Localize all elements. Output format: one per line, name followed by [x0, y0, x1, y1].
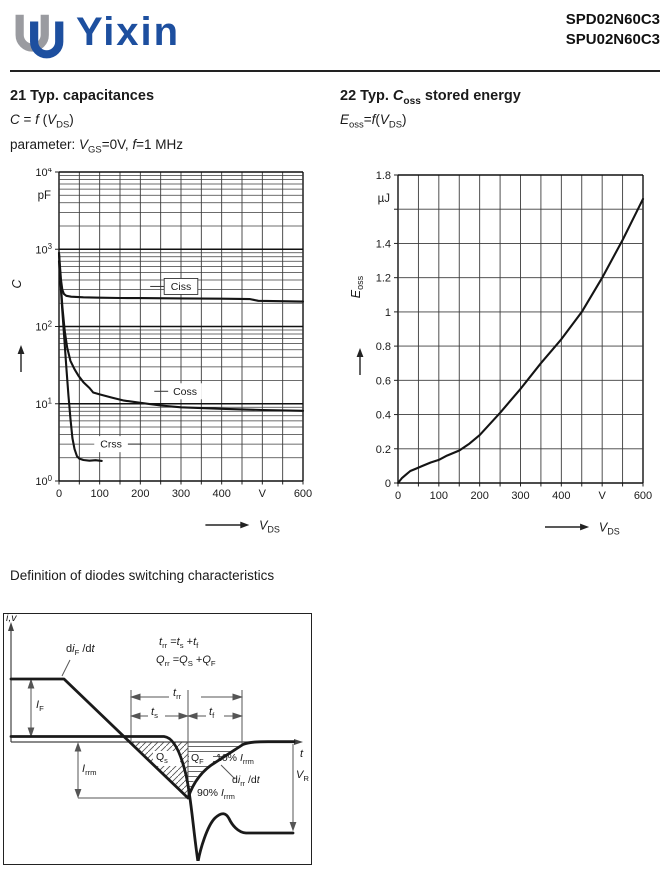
svg-text:pF: pF	[38, 190, 51, 202]
svg-text:Coss: Coss	[173, 386, 197, 398]
qs-label-mask	[153, 751, 180, 766]
svg-text:1.8: 1.8	[376, 170, 391, 182]
ninety-pct-irrm-label: 90% Irrm	[197, 787, 235, 802]
svg-text:Ciss: Ciss	[171, 281, 191, 293]
diode-definition-title: Definition of diodes switching character…	[10, 568, 275, 583]
ten-pct-irrm-label: 10% Irrm	[216, 752, 254, 767]
svg-text:0.8: 0.8	[376, 341, 391, 353]
svg-text:600: 600	[294, 488, 312, 500]
voltage-waveform	[9, 735, 295, 861]
qf-label-mask	[189, 752, 213, 766]
trr-bracket-label: trr	[173, 687, 182, 702]
svg-text:200: 200	[470, 490, 488, 502]
curve-Crss	[57, 260, 103, 462]
svg-text:104: 104	[35, 168, 52, 179]
svg-text:0.4: 0.4	[376, 410, 391, 422]
svg-text:100: 100	[90, 488, 108, 500]
svg-text:300: 300	[511, 490, 529, 502]
capacitance-chart: 100 101 102 103 104 pF 0 100 200 300 400 V 600 Ciss Co…	[10, 168, 312, 535]
diode-switching-diagram: i,v t diF /dt trr =ts +tf Qrr =QS +QF tr…	[3, 612, 312, 865]
part-number-2: SPU02N60C3	[565, 31, 660, 48]
label-box-Ciss	[163, 277, 199, 295]
svg-text:V: V	[598, 490, 606, 502]
svg-text:VDS: VDS	[259, 519, 280, 535]
svg-text:1.4: 1.4	[376, 238, 391, 250]
svg-text:600: 600	[634, 490, 652, 502]
brand-text: Yixin	[76, 10, 181, 54]
svg-text:Eoss: Eoss	[349, 275, 365, 298]
dif-dt-label: diF /dt	[66, 643, 95, 658]
x-axis-arrow-icon	[580, 523, 590, 531]
svg-text:V: V	[259, 488, 267, 500]
svg-text:200: 200	[131, 488, 149, 500]
svg-text:100: 100	[35, 474, 52, 488]
header-rule	[10, 70, 660, 72]
tf-bracket-label: tf	[209, 706, 215, 721]
svg-text:C: C	[10, 279, 24, 289]
qrr-formula-label: Qrr =QS +QF	[156, 654, 216, 669]
svg-text:µJ: µJ	[378, 193, 390, 205]
y-axis-arrow-icon	[8, 622, 14, 631]
svg-text:300: 300	[172, 488, 190, 500]
y-axis-arrow-icon	[356, 348, 364, 357]
y-axis-arrow-icon	[17, 345, 25, 354]
part-numbers: SPD02N60C3 SPU02N60C3	[566, 10, 660, 50]
qf-label: QF	[191, 752, 204, 767]
svg-text:102: 102	[35, 319, 52, 333]
svg-text:0.6: 0.6	[376, 375, 391, 387]
svg-text:0: 0	[385, 478, 391, 490]
trr-formula-label: trr =ts +tf	[159, 636, 199, 651]
x-axis-arrow-icon	[240, 521, 250, 529]
logo-mark-icon	[15, 14, 64, 59]
svg-text:400: 400	[212, 488, 230, 500]
diagram-axes	[10, 628, 297, 743]
dirr-dt-label: dirr /dt	[232, 774, 260, 789]
vr-label: VR	[296, 769, 309, 784]
label-box-Coss	[168, 383, 202, 400]
header: Yixin SPD02N60C3 SPU02N60C3	[10, 8, 660, 68]
section-title-21: 21 Typ. capacitances	[10, 88, 155, 104]
section-title-22: 22 Typ. Coss stored energy	[340, 88, 521, 107]
svg-text:0.2: 0.2	[376, 444, 391, 456]
svg-text:101: 101	[35, 397, 52, 411]
svg-text:400: 400	[552, 490, 570, 502]
diode-waveform-canvas	[8, 622, 303, 861]
t-axis-arrow-icon	[294, 739, 303, 745]
cap-formula: C = f (VDS)	[10, 112, 74, 131]
energy-formula: Eoss=f(VDS)	[340, 112, 407, 131]
qs-label: Qs	[156, 751, 168, 766]
irrm-label: Irrm	[82, 763, 97, 778]
if-label: IF	[36, 699, 44, 714]
svg-text:Crss: Crss	[100, 439, 122, 451]
svg-text:0: 0	[56, 488, 62, 500]
diagram-axis-iv-label: i,v	[6, 612, 17, 624]
ts-bracket-label: ts	[151, 706, 158, 721]
part-number-1: SPD02N60C3	[565, 11, 660, 28]
curve-Eoss	[396, 197, 645, 485]
stored-energy-chart: 0 0.2 0.4 0.6 0.8 1 1.2 1.4 1.8 µJ 0 100 200 300 400 V 6…	[349, 170, 652, 537]
cap-parameter: parameter: VGS=0V, f=1 MHz	[10, 137, 184, 156]
svg-text:VDS: VDS	[599, 521, 620, 537]
diagram-axis-t-label: t	[300, 748, 304, 760]
svg-text:103: 103	[35, 242, 52, 256]
svg-text:100: 100	[430, 490, 448, 502]
svg-text:0: 0	[395, 490, 401, 502]
current-waveform	[9, 677, 296, 800]
curve-Coss	[57, 252, 305, 412]
svg-text:1: 1	[385, 307, 391, 319]
svg-text:1.2: 1.2	[376, 273, 391, 285]
label-box-Crss	[94, 436, 128, 453]
